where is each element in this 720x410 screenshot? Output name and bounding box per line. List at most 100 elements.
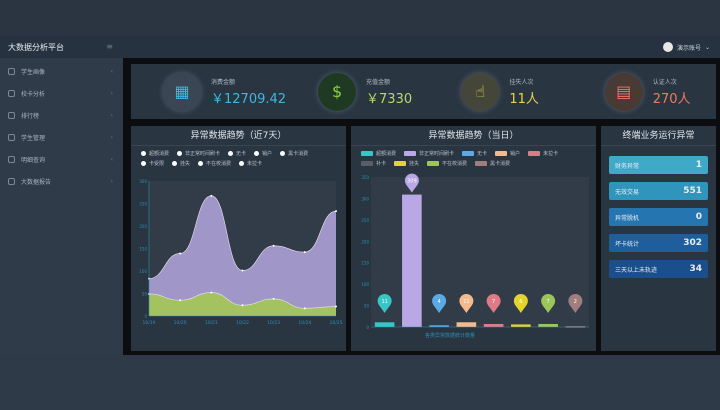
y-tick-label: 100 — [361, 282, 369, 287]
sidebar-item-student-management[interactable]: 学生管理 ‹ — [0, 126, 123, 148]
alert-row[interactable]: 财务异常 1 — [609, 156, 708, 174]
data-label: 11 — [381, 299, 387, 305]
legend-swatch — [361, 161, 373, 166]
legend-item[interactable]: 无卡 — [228, 150, 246, 157]
bar — [483, 324, 504, 327]
alert-label: 三天以上未轨迹 — [615, 266, 658, 274]
chevron-right-icon: ‹ — [110, 133, 113, 141]
hand-pointer-icon: ☝ — [461, 72, 500, 111]
bar — [374, 322, 395, 327]
sidebar-item-big-data-report[interactable]: 大数据报告 ‹ — [0, 170, 123, 192]
kpi-value: ￥12709.42 — [211, 91, 287, 107]
data-point — [335, 305, 337, 308]
legend-item[interactable]: 不在校消费 — [198, 160, 231, 167]
sidebar-item-ranking[interactable]: 排行榜 ‹ — [0, 104, 123, 126]
alert-count: 0 — [695, 212, 702, 222]
legend-label: 黑卡消费 — [288, 151, 309, 157]
chevron-right-icon: ‹ — [110, 111, 113, 119]
legend-item[interactable]: 不在校消费 — [427, 160, 467, 167]
legend-item[interactable]: 黑卡消费 — [280, 150, 308, 157]
bar — [511, 324, 531, 327]
legend-item[interactable]: 销户 — [254, 150, 272, 157]
y-tick-label: 300 — [139, 179, 147, 184]
bar — [456, 322, 477, 327]
alert-row[interactable]: 坏卡统计 302 — [609, 234, 708, 252]
kpi-bar: ▦ 消费金额 ￥12709.42 $ 充值金额 ￥7330 ☝ 挂失人次 11人 ▤ 认证人次… — [131, 64, 716, 119]
sidebar-item-student-profile[interactable]: 学生画像 ‹ — [0, 60, 123, 82]
x-tick-label: 10/25 — [330, 320, 343, 326]
sidebar-item-card-analysis[interactable]: 校卡分析 ‹ — [0, 82, 123, 104]
legend-item[interactable]: 非正常时间刷卡 — [404, 150, 454, 157]
legend-dot — [228, 151, 234, 156]
legend-label: 补卡 — [376, 161, 387, 167]
value-pin — [541, 294, 556, 313]
value-pin — [568, 294, 583, 313]
kpi-value: 11人 — [509, 91, 539, 107]
legend-item[interactable]: 挂失 — [394, 160, 419, 167]
y-tick-label: 200 — [139, 224, 147, 229]
data-point — [303, 307, 306, 310]
legend-swatch — [495, 151, 508, 156]
legend-label: 销户 — [262, 151, 273, 157]
data-point — [303, 251, 306, 254]
x-tick-label: 10/23 — [267, 320, 280, 326]
y-tick-label: 150 — [361, 261, 369, 266]
kpi-label: 挂失人次 — [509, 78, 534, 86]
data-point — [335, 210, 337, 213]
legend-item[interactable]: 未拉卡 — [239, 160, 262, 167]
app-title: 大数据分析平台 ≡ — [0, 42, 123, 53]
panel-title: 异常数据趋势（当日） — [351, 126, 596, 146]
legend-item[interactable]: 卡受限 — [141, 160, 164, 167]
legend-item[interactable]: 非正常时间刷卡 — [177, 150, 220, 157]
legend-dot — [280, 151, 286, 156]
user-icon — [8, 67, 15, 75]
y-tick-label: 250 — [361, 218, 369, 223]
alert-row[interactable]: 无效交易 551 — [609, 182, 708, 200]
alert-label: 坏卡统计 — [615, 240, 640, 248]
legend-item[interactable]: 无卡 — [462, 150, 487, 157]
legend-item[interactable]: 销户 — [495, 150, 520, 157]
legend-label: 不在校消费 — [442, 161, 468, 167]
data-point — [241, 304, 244, 307]
x-axis-label: 各类异常数据统计数量 — [425, 332, 475, 339]
legend-label: 未拉卡 — [543, 151, 559, 157]
top-strip — [0, 0, 720, 36]
sidebar-item-label: 学生管理 — [21, 134, 46, 142]
legend-label: 非正常时间刷卡 — [185, 151, 221, 157]
data-label: 309 — [407, 179, 417, 185]
legend-item[interactable]: 挂失 — [172, 160, 190, 167]
menu-toggle-icon[interactable]: ≡ — [106, 41, 113, 51]
avatar — [662, 42, 673, 52]
data-point — [272, 244, 275, 247]
y-tick-label: 50 — [142, 292, 148, 297]
sidebar-item-label: 排行榜 — [21, 112, 40, 120]
data-point — [241, 269, 244, 272]
bar — [538, 324, 558, 327]
value-pin — [486, 294, 501, 313]
legend-label: 非正常时间刷卡 — [419, 151, 455, 157]
legend-dot — [141, 151, 146, 156]
user-menu[interactable]: 演示账号 ⌄ — [662, 42, 720, 52]
legend-item[interactable]: 补卡 — [361, 160, 386, 167]
legend-item[interactable]: 黑卡消费 — [475, 160, 510, 167]
trophy-icon — [8, 111, 15, 119]
legend-item[interactable]: 超额消费 — [361, 150, 396, 157]
x-tick-label: 10/24 — [298, 320, 311, 326]
sidebar-item-label: 校卡分析 — [21, 90, 46, 98]
kpi-value: 270人 — [652, 91, 691, 107]
y-tick-label: 300 — [361, 196, 369, 201]
sidebar-item-detail-query[interactable]: 明细查询 ‹ — [0, 148, 123, 170]
header: 大数据分析平台 ≡ 演示账号 ⌄ — [0, 36, 720, 58]
value-pin — [459, 294, 474, 313]
sidebar-item-label: 大数据报告 — [21, 178, 52, 186]
legend-label: 未拉卡 — [247, 161, 263, 167]
legend-label: 销户 — [510, 151, 521, 157]
alert-row[interactable]: 三天以上未轨迹 34 — [609, 260, 708, 278]
sidebar-item-label: 明细查询 — [21, 156, 46, 164]
sidebar: 学生画像 ‹ 校卡分析 ‹ 排行榜 ‹ 学生管理 ‹ 明细查询 ‹ 大数据报告 ‹ — [0, 58, 123, 355]
alert-row[interactable]: 异常脱机 0 — [609, 208, 708, 226]
legend-item[interactable]: 未拉卡 — [528, 150, 558, 157]
legend-dot — [254, 151, 260, 156]
legend-item[interactable]: 超额消费 — [141, 150, 169, 157]
legend-label: 无卡 — [477, 151, 488, 157]
